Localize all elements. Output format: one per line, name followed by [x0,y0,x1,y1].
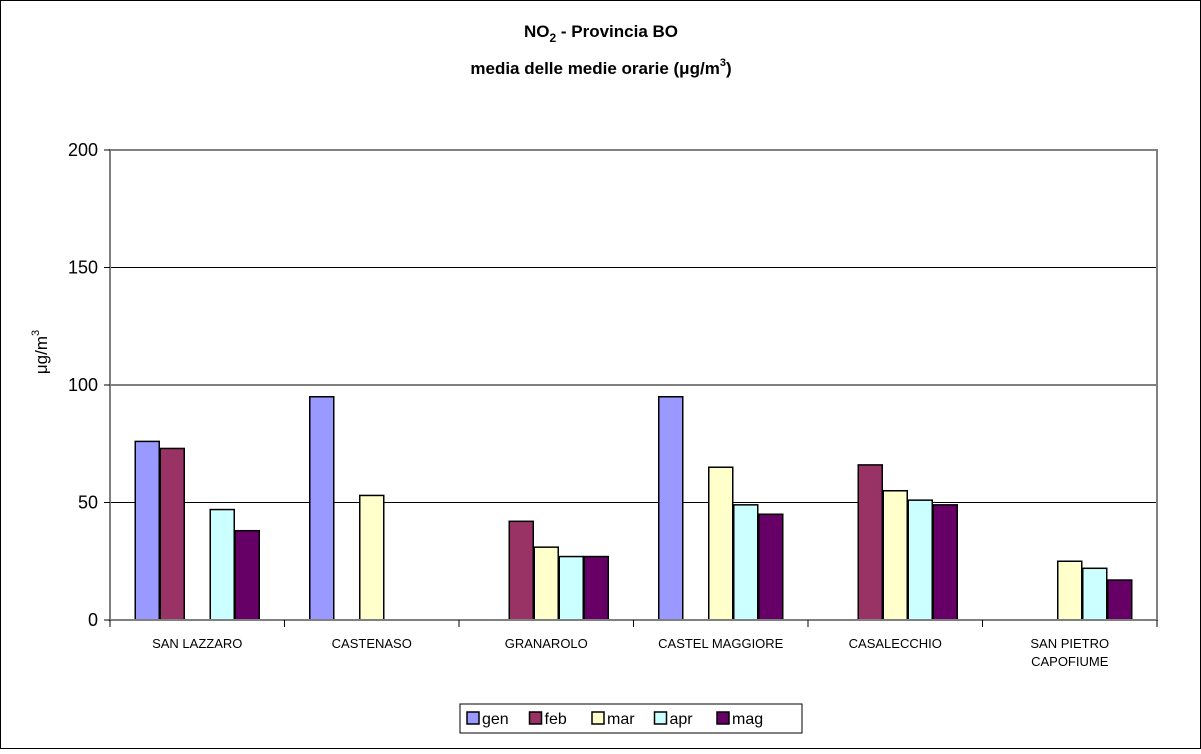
bar-apr [558,555,584,621]
bar-mar [1057,560,1083,621]
legend-swatch-mag [716,711,730,725]
bar-mag [758,513,784,621]
chart-title-line2-main: media delle medie orarie (μg/m [470,59,719,78]
bar-mag [583,555,609,621]
legend-label-mar: mar [607,711,635,728]
category-label: SAN PIETRO [1030,636,1109,651]
category-label: CASALECCHIO [849,636,942,651]
chart-title-line1-main: NO [524,22,550,41]
legend: gen feb mar apr mag [459,703,803,734]
y-axis-label: μg/m3 [30,330,51,374]
category-label: CASTEL MAGGIORE [658,636,784,651]
category-label: GRANAROLO [505,636,588,651]
bar-mar [533,546,559,621]
bar-apr [1082,567,1108,621]
y-tick-label: 50 [78,493,98,513]
bar-mag [1107,579,1133,621]
axes: 0 50 100 150 200 SAN LAZZARO CASTENASO GRANAROL… [68,140,1158,669]
chart-title-line1-rest: - Provincia BO [556,22,678,41]
bar-gen [134,440,160,621]
category-label: CASTENASO [332,636,412,651]
legend-box [459,703,803,734]
legend-swatch-mar [591,711,605,725]
legend-swatch-feb [528,711,543,725]
y-tick-label: 200 [68,140,98,160]
category-label: SAN LAZZARO [152,636,242,651]
bar-mar [359,494,385,621]
legend-label-mag: mag [732,711,763,728]
chart-title-line2-sup: 3 [720,57,726,69]
y-axis-label-main: μg/m [32,336,51,374]
bar-mag [234,529,260,621]
bar-apr [733,504,759,621]
bar-feb [159,447,185,621]
chart-title-line2: media delle medie orarie (μg/m3) [470,57,731,78]
bar-apr [907,499,933,621]
bar-feb [508,520,534,621]
gridlines [110,267,1157,503]
y-tick-label: 100 [68,375,98,395]
legend-swatch-gen [466,711,480,725]
category-label: CAPOFIUME [1031,654,1109,669]
chart-title-line1-sub: 2 [549,31,556,45]
bar-gen [658,396,684,621]
bar-apr [209,508,235,621]
y-tick-label: 150 [68,258,98,278]
bar-mag [932,504,958,621]
legend-label-gen: gen [482,711,509,728]
y-tick-label: 0 [88,610,98,630]
chart-title-line2-rest: ) [726,59,732,78]
chart-title-line1: NO2 - Provincia BO [524,22,678,45]
bar-gen [309,396,335,621]
bar-feb [857,464,883,621]
legend-swatch-apr [653,711,668,725]
legend-label-apr: apr [670,711,694,728]
legend-label-feb: feb [545,711,567,728]
bar-mar [708,466,734,621]
bar-mar [882,490,908,621]
y-axis-label-sup: 3 [30,330,42,336]
